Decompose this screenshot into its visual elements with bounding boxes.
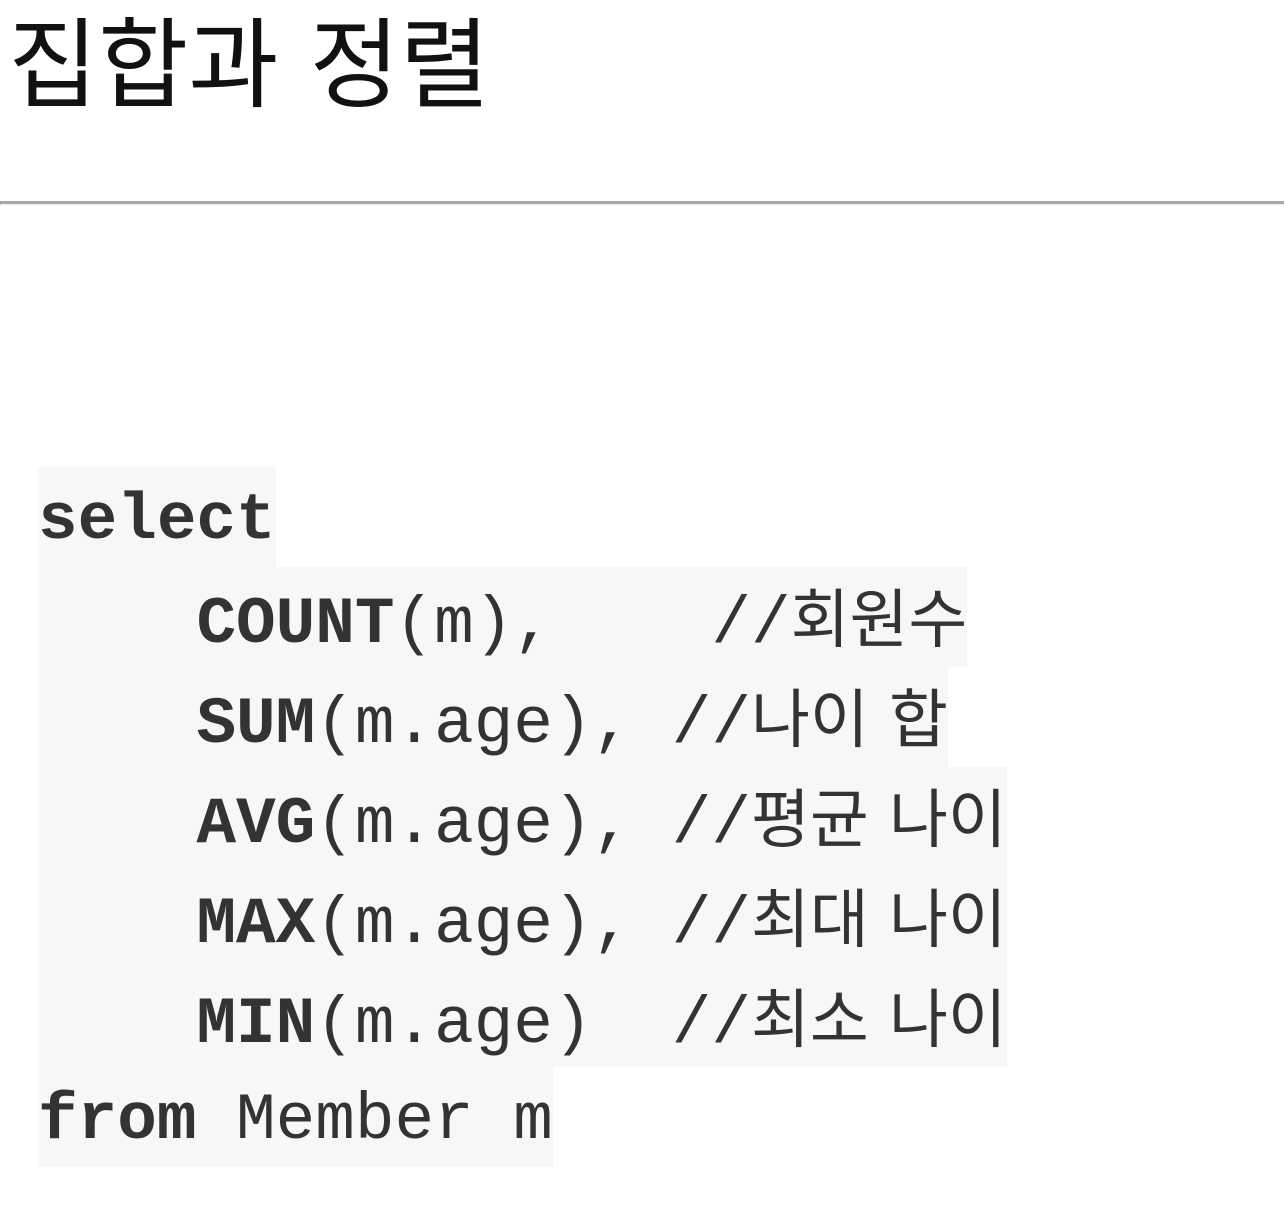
comment-count: //회원수 <box>711 584 968 662</box>
keyword-from: from <box>38 1083 197 1158</box>
code-line-count: COUNT(m), //회원수 <box>38 567 1007 667</box>
from-target: Member m <box>196 1083 553 1158</box>
function-max: MAX <box>196 887 316 962</box>
function-count: COUNT <box>196 587 395 662</box>
args-avg: (m.age), <box>315 787 633 862</box>
title-divider <box>0 201 1284 205</box>
code-line-max: MAX(m.age), //최대 나이 <box>38 867 1007 967</box>
comment-avg: //평균 나이 <box>671 784 1007 862</box>
function-min: MIN <box>196 987 316 1062</box>
comment-min: //최소 나이 <box>671 984 1007 1062</box>
code-line-min: MIN(m.age) //최소 나이 <box>38 967 1007 1067</box>
args-max: (m.age), <box>315 887 633 962</box>
code-line-select: select <box>38 467 1007 567</box>
function-sum: SUM <box>196 687 316 762</box>
comment-max: //최대 나이 <box>671 884 1007 962</box>
args-count: (m), <box>394 587 553 662</box>
function-avg: AVG <box>196 787 316 862</box>
code-block: select COUNT(m), //회원수 SUM(m.age), //나이 … <box>38 467 1007 1167</box>
keyword-select: select <box>38 483 276 558</box>
code-line-sum: SUM(m.age), //나이 합 <box>38 667 1007 767</box>
comment-sum: //나이 합 <box>671 684 948 762</box>
code-line-from: from Member m <box>38 1067 1007 1167</box>
args-sum: (m.age), <box>315 687 633 762</box>
args-min: (m.age) <box>315 987 593 1062</box>
code-line-avg: AVG(m.age), //평균 나이 <box>38 767 1007 867</box>
page-title: 집합과 정렬 <box>8 9 490 123</box>
